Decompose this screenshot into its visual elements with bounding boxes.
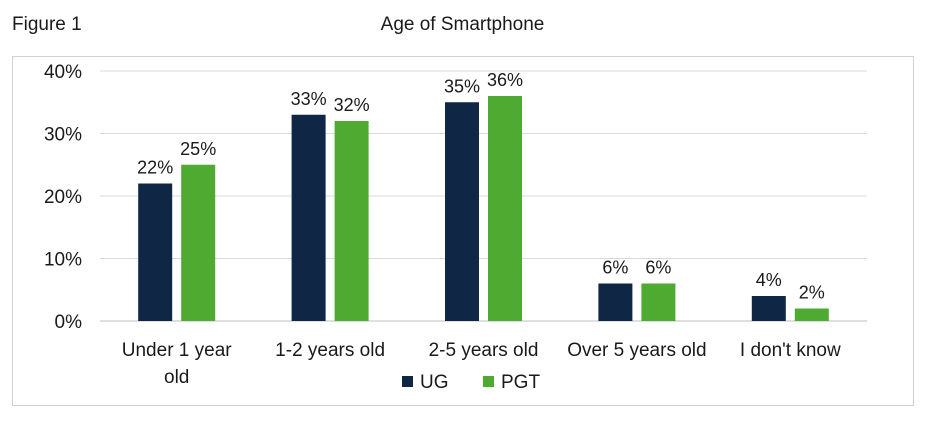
chart-title: Age of Smartphone	[380, 14, 545, 35]
y-tick-label: 10%	[44, 250, 82, 271]
bar-pgt-4	[794, 308, 829, 321]
x-tick-label: I don't know	[740, 340, 841, 361]
data-label: 36%	[487, 70, 523, 90]
y-axis-ticks: 0% 10% 20% 30% 40%	[44, 62, 82, 333]
figure-label: Figure 1	[12, 14, 82, 35]
x-tick-label: 1-2 years old	[275, 340, 385, 361]
data-label: 2%	[799, 283, 825, 303]
bar-ug-3	[598, 283, 633, 321]
legend-swatch-pgt	[483, 376, 494, 387]
bar-pgt-3	[641, 283, 676, 321]
bar-pgt-0	[181, 164, 216, 321]
legend-swatch-ug	[402, 376, 413, 387]
data-labels: 22% 25% 33% 32% 35% 36% 6% 6% 4% 2%	[137, 70, 825, 303]
x-axis-ticks: Under 1 year old 1-2 years old 2-5 years ol…	[122, 340, 841, 388]
bar-ug-2	[445, 102, 479, 321]
y-tick-label: 30%	[44, 125, 82, 146]
y-tick-label: 0%	[55, 312, 83, 333]
x-tick-label: Under 1 year	[122, 340, 233, 361]
data-label: 25%	[180, 139, 216, 159]
bar-pgt-1	[334, 121, 369, 321]
data-label: 33%	[291, 89, 327, 109]
data-label: 32%	[334, 95, 370, 115]
data-label: 22%	[137, 158, 173, 178]
bars	[138, 96, 829, 321]
y-tick-label: 40%	[44, 62, 82, 83]
legend: UG PGT	[402, 372, 540, 393]
x-tick-label: old	[164, 367, 189, 388]
bar-pgt-2	[488, 96, 522, 321]
data-label: 4%	[756, 270, 782, 290]
bar-ug-0	[138, 183, 173, 321]
x-tick-label: 2-5 years old	[429, 340, 539, 361]
data-label: 6%	[602, 258, 628, 278]
chart-frame	[12, 56, 914, 406]
bar-ug-4	[751, 296, 786, 321]
legend-label: UG	[420, 372, 449, 393]
legend-label: PGT	[501, 372, 540, 393]
data-label: 35%	[444, 76, 480, 96]
x-tick-label: Over 5 years old	[567, 340, 706, 361]
bar-ug-1	[291, 114, 326, 321]
gridlines	[100, 70, 867, 322]
y-tick-label: 20%	[44, 187, 82, 208]
data-label: 6%	[645, 258, 671, 278]
